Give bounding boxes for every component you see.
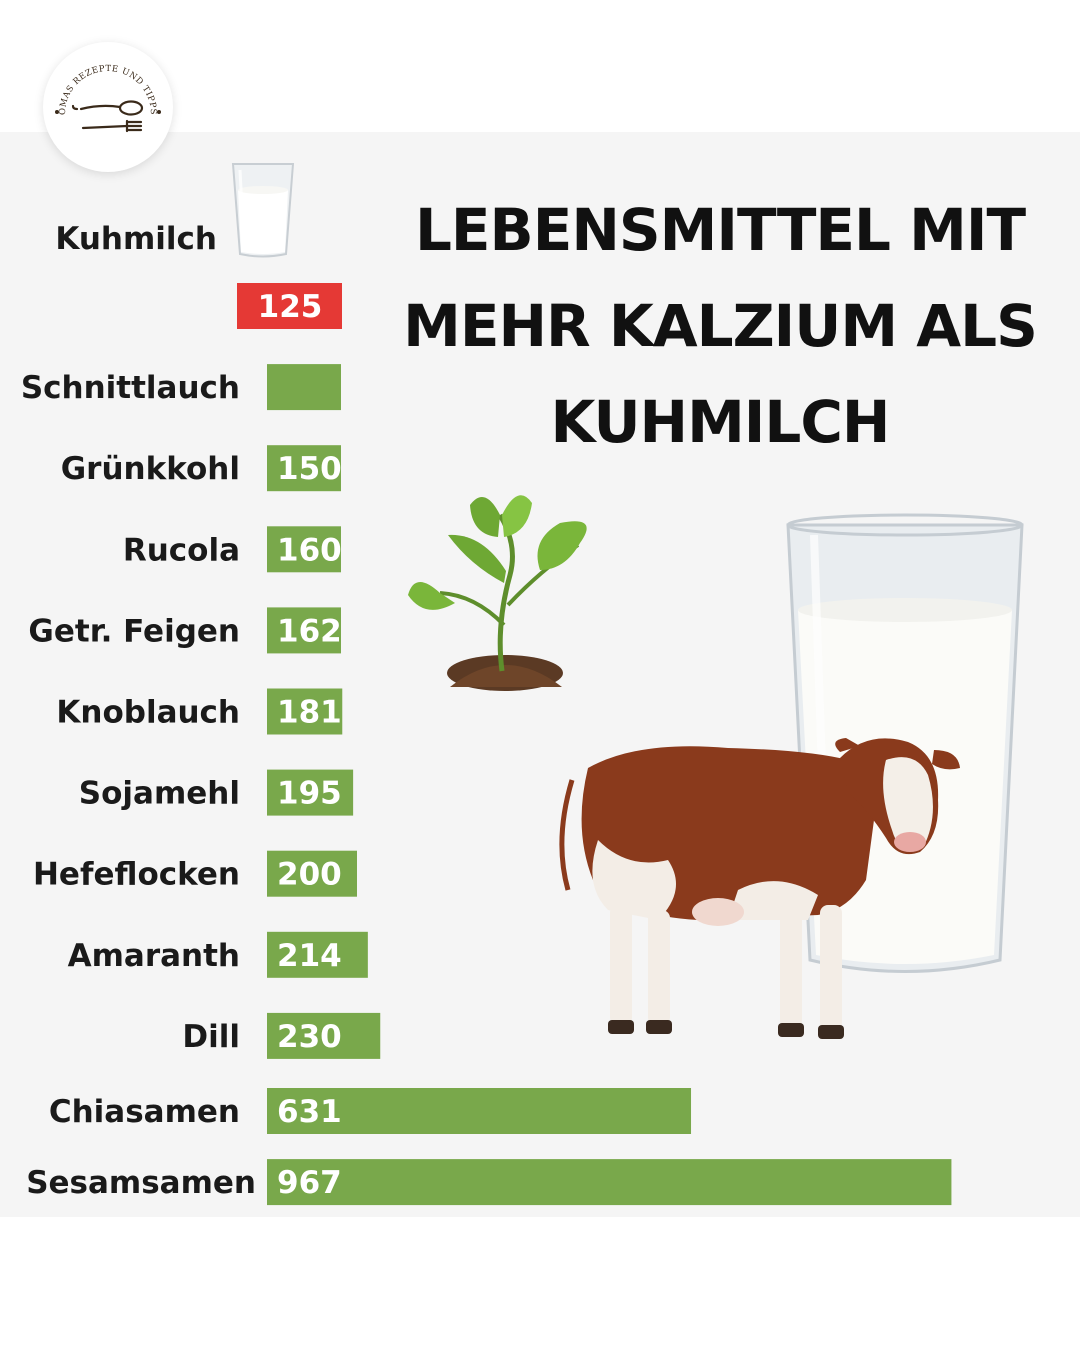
value-label: 181 [277, 695, 342, 731]
brand-logo: OMAS REZEPTE UND TIPPS [43, 42, 173, 172]
category-label: Chiasamen [49, 1094, 240, 1130]
bar-schnittlauch [267, 364, 341, 411]
category-label: Getr. Feigen [28, 613, 240, 649]
category-label: Dill [182, 1019, 240, 1055]
bar-rucola [267, 526, 341, 573]
bar-hefeflocken [267, 850, 357, 897]
reference-label: Kuhmilch [55, 221, 217, 257]
bar-chiasamen [267, 1088, 692, 1134]
title-line: MEHR KALZIUM ALS [403, 292, 1038, 360]
value-label: 631 [277, 1094, 342, 1130]
value-label: 162 [277, 613, 342, 649]
value-label: 967 [277, 1165, 342, 1201]
category-label: Schnittlauch [21, 370, 240, 406]
bars-layer: 125 Schnittlauch Grünkkohl 150 Rucola 160 Getr… [21, 283, 952, 1206]
milk-glass-icon [231, 163, 295, 258]
cow-illustration [559, 738, 960, 1039]
spoon-fork-icon: OMAS REZEPTE UND TIPPS [55, 64, 161, 133]
value-label: 214 [277, 938, 342, 974]
category-label: Hefeflocken [33, 857, 240, 893]
value-label: 195 [277, 776, 342, 812]
value-label: 150 [277, 451, 342, 487]
title-line: KUHMILCH [550, 388, 891, 456]
reference-bar [237, 283, 342, 329]
category-label: Grünkkohl [61, 451, 240, 487]
category-label: Sesamsamen [26, 1165, 256, 1201]
title-line: LEBENSMITTEL MIT [414, 196, 1026, 264]
category-label: Rucola [123, 532, 240, 568]
bar-amaranth [267, 931, 368, 978]
sprout-icon [408, 495, 587, 691]
bar-knoblauch [267, 688, 343, 735]
bar-sojamehl [267, 769, 354, 816]
bar-dill [267, 1012, 381, 1059]
category-label: Knoblauch [56, 695, 240, 731]
page-title: LEBENSMITTEL MIT MEHR KALZIUM ALS KUHMIL… [360, 182, 1080, 470]
reference-value-label: 125 [258, 289, 323, 325]
value-label: 230 [277, 1019, 342, 1055]
bar-sesamsamen [267, 1159, 952, 1206]
category-label: Amaranth [68, 938, 240, 974]
category-label: Sojamehl [79, 776, 240, 812]
value-label: 160 [277, 532, 342, 568]
bar-grunkkohl [267, 445, 341, 492]
bar-getr-feigen [267, 607, 341, 654]
value-label: 200 [277, 857, 342, 893]
